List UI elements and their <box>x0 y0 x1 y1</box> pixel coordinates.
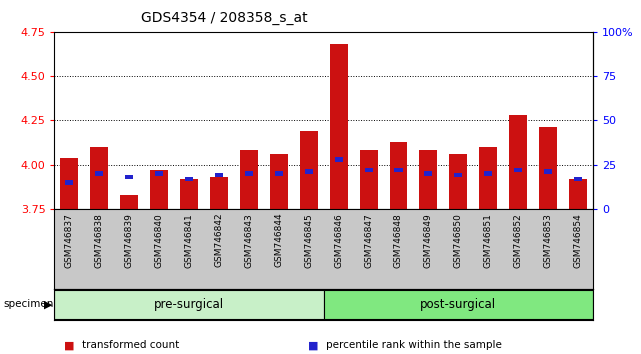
Bar <box>574 177 582 181</box>
Bar <box>419 150 437 209</box>
Bar <box>509 115 527 209</box>
Bar <box>245 171 253 176</box>
Bar <box>449 154 467 209</box>
Text: GSM746848: GSM746848 <box>394 213 403 268</box>
Bar <box>514 168 522 172</box>
Bar <box>360 150 378 209</box>
Text: GSM746838: GSM746838 <box>95 213 104 268</box>
Bar <box>54 290 324 319</box>
Text: GSM746837: GSM746837 <box>65 213 74 268</box>
Bar <box>394 168 403 172</box>
Bar <box>180 179 198 209</box>
Bar <box>329 44 347 209</box>
Text: GSM746846: GSM746846 <box>334 213 343 268</box>
Text: post-surgical: post-surgical <box>420 298 496 311</box>
Bar <box>365 168 372 172</box>
Bar <box>569 179 587 209</box>
Bar <box>304 170 313 174</box>
Bar <box>65 180 74 184</box>
Text: ▶: ▶ <box>44 299 52 309</box>
Text: GSM746840: GSM746840 <box>154 213 163 268</box>
Text: GSM746841: GSM746841 <box>185 213 194 268</box>
Text: GSM746842: GSM746842 <box>215 213 224 268</box>
Bar <box>240 150 258 209</box>
Text: ■: ■ <box>308 340 318 350</box>
Text: pre-surgical: pre-surgical <box>154 298 224 311</box>
Bar <box>125 175 133 179</box>
Bar <box>210 177 228 209</box>
Text: GSM746852: GSM746852 <box>513 213 522 268</box>
Bar <box>185 177 193 181</box>
Text: GSM746854: GSM746854 <box>574 213 583 268</box>
Bar <box>479 147 497 209</box>
Text: GSM746851: GSM746851 <box>484 213 493 268</box>
Bar <box>335 157 343 161</box>
Bar <box>275 171 283 176</box>
Bar <box>390 142 408 209</box>
Bar <box>96 171 103 176</box>
Text: GSM746844: GSM746844 <box>274 213 283 268</box>
Text: GSM746843: GSM746843 <box>244 213 253 268</box>
Bar <box>539 127 557 209</box>
Bar <box>484 171 492 176</box>
Text: GDS4354 / 208358_s_at: GDS4354 / 208358_s_at <box>141 11 308 25</box>
Text: specimen: specimen <box>3 299 54 309</box>
Text: ■: ■ <box>64 340 74 350</box>
Bar <box>544 170 552 174</box>
Text: transformed count: transformed count <box>82 340 179 350</box>
Text: GSM746850: GSM746850 <box>454 213 463 268</box>
Bar <box>324 290 593 319</box>
Text: GSM746847: GSM746847 <box>364 213 373 268</box>
Text: GSM746845: GSM746845 <box>304 213 313 268</box>
Text: GSM746849: GSM746849 <box>424 213 433 268</box>
Bar <box>215 173 223 177</box>
Bar <box>454 173 462 177</box>
Bar <box>155 171 163 176</box>
Text: percentile rank within the sample: percentile rank within the sample <box>326 340 501 350</box>
Bar <box>270 154 288 209</box>
Text: GSM746853: GSM746853 <box>544 213 553 268</box>
Bar <box>150 170 168 209</box>
Bar <box>90 147 108 209</box>
Bar <box>121 195 138 209</box>
Bar <box>424 171 433 176</box>
Text: GSM746839: GSM746839 <box>125 213 134 268</box>
Bar <box>300 131 318 209</box>
Bar <box>60 158 78 209</box>
